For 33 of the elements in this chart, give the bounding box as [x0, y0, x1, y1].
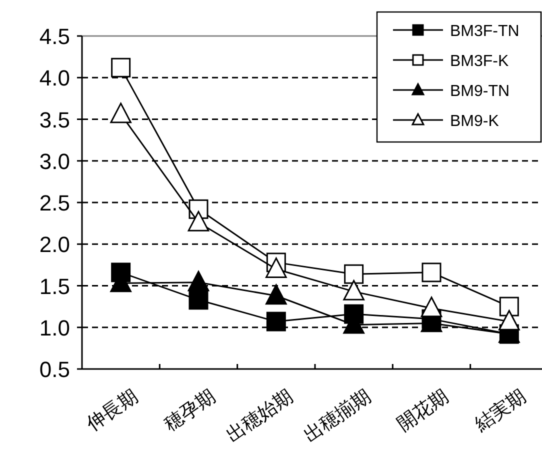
point	[343, 280, 364, 300]
y-tick-label: 0.5	[39, 357, 70, 382]
y-tick-label: 4.0	[39, 66, 70, 91]
y-tick-label: 1.0	[39, 315, 70, 340]
point	[111, 58, 131, 78]
point	[344, 264, 364, 284]
point	[422, 262, 442, 282]
point	[110, 102, 132, 124]
y-tick-label: 2.0	[39, 232, 70, 258]
point	[266, 284, 287, 305]
point	[420, 296, 442, 318]
x-tick-label: 開花期	[394, 386, 452, 436]
point	[266, 312, 286, 332]
y-tick-label: 3.5	[39, 107, 70, 132]
point	[188, 210, 210, 232]
y-tick-label: 2.5	[39, 190, 70, 216]
point	[499, 296, 519, 316]
legend-label: BM3F-K	[450, 53, 509, 70]
y-tick-label: 1.5	[39, 274, 70, 299]
x-tick-label: 伸長期	[82, 386, 142, 436]
x-tick-label: 出穂始期	[222, 386, 298, 447]
point	[498, 310, 520, 330]
y-tick-label: 4.5	[39, 24, 70, 49]
point	[188, 270, 210, 292]
legend-label: BM3F-TN	[450, 23, 520, 40]
point	[266, 258, 287, 278]
x-tick-label: 出穂揃期	[300, 386, 375, 447]
y-tick-label: 3.0	[39, 148, 70, 174]
legend-label: BM9-TN	[450, 83, 510, 100]
x-tick-label: 結実期	[470, 385, 530, 436]
legend-label: BM9-K	[450, 113, 500, 130]
x-tick-label: 穂孕期	[160, 386, 220, 436]
point	[188, 290, 208, 310]
